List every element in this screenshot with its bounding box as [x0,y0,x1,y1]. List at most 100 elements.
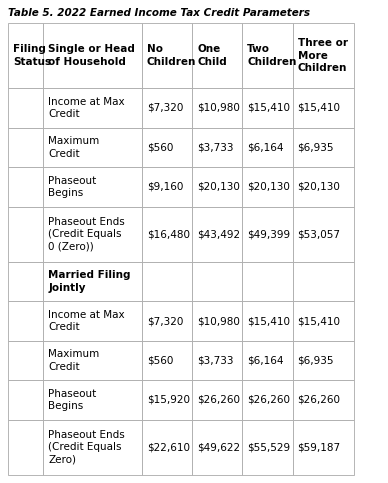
Bar [43,128,142,167]
Bar [43,301,142,341]
Text: Maximum
Credit: Maximum Credit [48,349,100,372]
Text: $20,130: $20,130 [298,182,340,192]
Bar [142,301,192,341]
Bar [242,207,293,262]
Bar [142,420,192,475]
Bar [293,207,354,262]
Bar [242,341,293,380]
Text: Phaseout Ends
(Credit Equals
Zero): Phaseout Ends (Credit Equals Zero) [48,430,125,465]
Bar [8,301,43,341]
Bar [293,301,354,341]
Bar [293,262,354,301]
Bar [142,341,192,380]
Bar [192,420,242,475]
Bar [242,88,293,128]
Bar [192,262,242,301]
Bar [293,88,354,128]
Bar [8,380,43,420]
Bar [8,262,43,301]
Text: Income at Max
Credit: Income at Max Credit [48,97,125,119]
Text: $49,622: $49,622 [197,442,240,453]
Bar [192,301,242,341]
Text: $15,920: $15,920 [147,395,190,405]
Text: $3,733: $3,733 [197,355,234,366]
Text: One
Child: One Child [197,44,227,67]
Text: Maximum
Credit: Maximum Credit [48,136,100,158]
Bar [192,128,242,167]
Text: Filing
Status: Filing Status [13,44,51,67]
Text: $53,057: $53,057 [298,229,341,239]
Bar [242,262,293,301]
Text: $15,410: $15,410 [298,103,341,113]
Bar [8,420,43,475]
Text: $560: $560 [147,142,173,152]
Bar [142,262,192,301]
Bar [142,207,192,262]
Text: Income at Max
Credit: Income at Max Credit [48,310,125,332]
Text: $59,187: $59,187 [298,442,341,453]
Text: $9,160: $9,160 [147,182,183,192]
Bar [142,23,192,88]
Bar [192,167,242,207]
Text: $6,164: $6,164 [248,355,284,366]
Text: $20,130: $20,130 [197,182,240,192]
Text: $26,260: $26,260 [298,395,341,405]
Text: Three or
More
Children: Three or More Children [298,38,348,73]
Bar [8,341,43,380]
Bar [142,167,192,207]
Text: Phaseout
Begins: Phaseout Begins [48,176,97,198]
Text: $16,480: $16,480 [147,229,190,239]
Text: $49,399: $49,399 [248,229,291,239]
Bar [192,23,242,88]
Bar [242,380,293,420]
Bar [142,380,192,420]
Bar [293,380,354,420]
Bar [293,420,354,475]
Text: Single or Head
of Household: Single or Head of Household [48,44,135,67]
Bar [242,167,293,207]
Bar [8,207,43,262]
Text: Married Filing
Jointly: Married Filing Jointly [48,270,131,293]
Bar [192,207,242,262]
Bar [242,128,293,167]
Text: $10,980: $10,980 [197,103,240,113]
Bar [8,23,43,88]
Bar [293,23,354,88]
Text: $10,980: $10,980 [197,316,240,326]
Text: $22,610: $22,610 [147,442,190,453]
Bar [43,341,142,380]
Text: $7,320: $7,320 [147,316,183,326]
Text: $3,733: $3,733 [197,142,234,152]
Text: $26,260: $26,260 [197,395,240,405]
Bar [43,207,142,262]
Bar [192,88,242,128]
Bar [142,128,192,167]
Text: $560: $560 [147,355,173,366]
Text: $15,410: $15,410 [298,316,341,326]
Text: $15,410: $15,410 [248,103,290,113]
Bar [192,341,242,380]
Text: Two
Children: Two Children [248,44,297,67]
Text: $7,320: $7,320 [147,103,183,113]
Bar [8,128,43,167]
Text: $20,130: $20,130 [248,182,290,192]
Bar [242,420,293,475]
Bar [293,128,354,167]
Bar [43,23,142,88]
Bar [43,262,142,301]
Text: $6,935: $6,935 [298,355,334,366]
Bar [8,88,43,128]
Text: $55,529: $55,529 [248,442,291,453]
Bar [142,88,192,128]
Bar [293,167,354,207]
Text: $15,410: $15,410 [248,316,290,326]
Text: Phaseout Ends
(Credit Equals
0 (Zero)): Phaseout Ends (Credit Equals 0 (Zero)) [48,217,125,252]
Bar [293,341,354,380]
Bar [192,380,242,420]
Text: $43,492: $43,492 [197,229,240,239]
Text: Table 5. 2022 Earned Income Tax Credit Parameters: Table 5. 2022 Earned Income Tax Credit P… [8,8,310,18]
Bar [43,380,142,420]
Bar [242,301,293,341]
Bar [43,167,142,207]
Bar [8,167,43,207]
